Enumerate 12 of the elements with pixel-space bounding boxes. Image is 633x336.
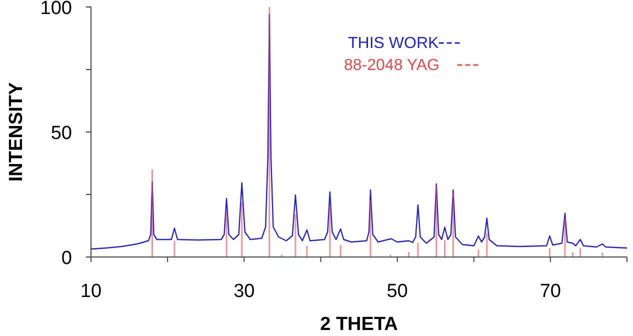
y-tick-label: 0	[61, 248, 72, 269]
x-tick-label: 70	[540, 281, 561, 302]
x-tick-label: 10	[80, 281, 102, 302]
legend-label: THIS WORK	[348, 35, 439, 52]
line-series	[90, 14, 628, 250]
x-tick-label: 50	[386, 281, 408, 302]
y-tick-label: 50	[50, 123, 72, 144]
x-axis-title: 2 THETA	[320, 314, 398, 335]
y-axis-title: INTENSITY	[6, 82, 27, 182]
x-tick-label: 30	[234, 281, 255, 302]
y-tick-label: 100	[40, 0, 72, 19]
legend-label: 88-2048 YAG	[344, 57, 440, 74]
